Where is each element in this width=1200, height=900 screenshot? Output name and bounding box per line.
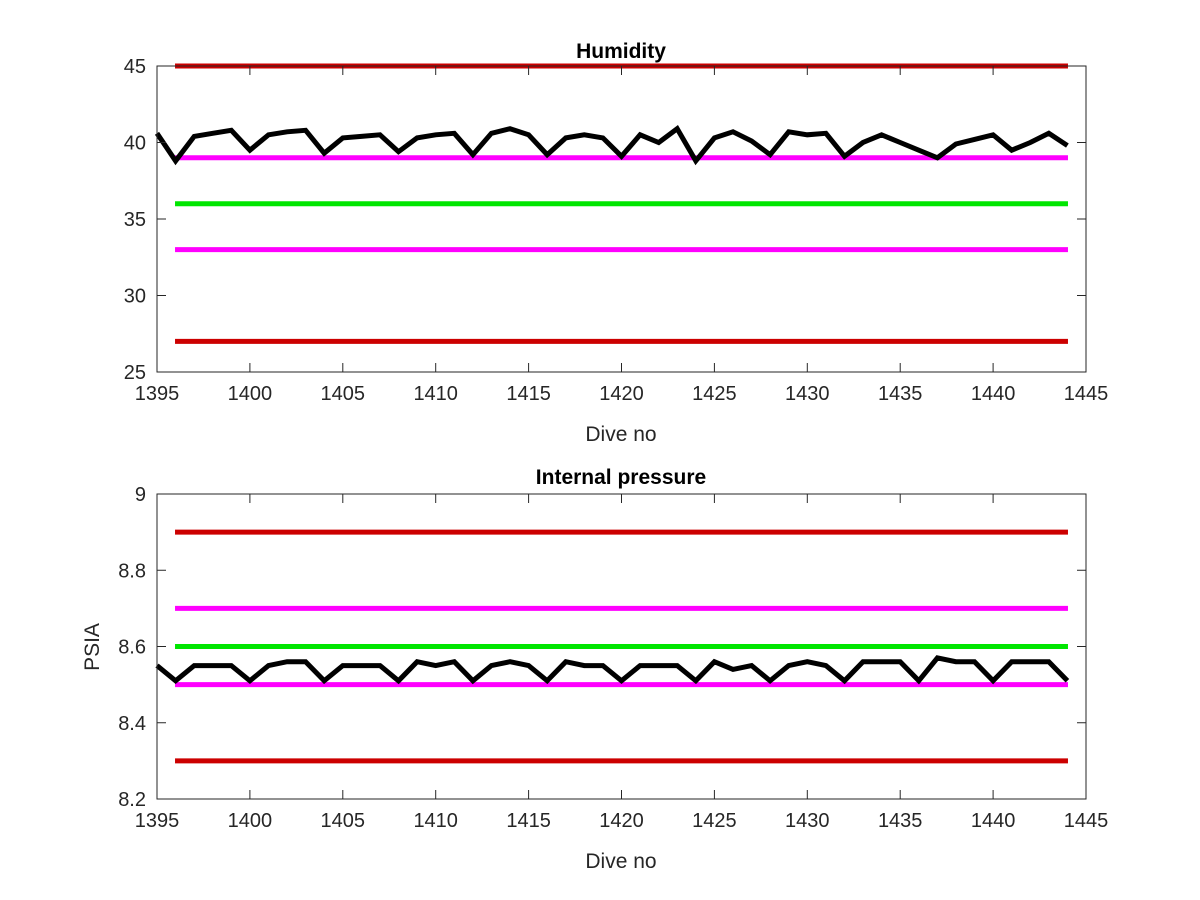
pressure-y-tick-label: 8.2 bbox=[118, 789, 146, 811]
pressure-x-axis-label: Dive no bbox=[585, 850, 656, 873]
pressure-y-tick-label: 8.8 bbox=[118, 560, 146, 582]
pressure-x-tick-label: 1430 bbox=[785, 810, 830, 832]
humidity-x-tick-label: 1425 bbox=[692, 383, 737, 405]
humidity-y-tick-label: 40 bbox=[124, 133, 146, 155]
pressure-x-tick-label: 1445 bbox=[1064, 810, 1109, 832]
humidity-y-tick-label: 30 bbox=[124, 286, 146, 308]
pressure-series-line bbox=[155, 655, 1070, 685]
pressure-ticks: 1395 1400 1405 1410 1415 1420 1425 1430 1435 1440… bbox=[118, 484, 1108, 832]
pressure-x-tick-label: 1395 bbox=[135, 810, 180, 832]
humidity-y-tick-label: 25 bbox=[124, 362, 146, 384]
pressure-x-tick-label: 1420 bbox=[599, 810, 644, 832]
pressure-x-tick-label: 1410 bbox=[413, 810, 458, 832]
humidity-x-tick-label: 1410 bbox=[413, 383, 458, 405]
pressure-y-tick-label: 9 bbox=[135, 484, 146, 506]
humidity-x-tick-label: 1440 bbox=[971, 383, 1016, 405]
pressure-y-tick-label: 8.4 bbox=[118, 713, 146, 735]
humidity-x-tick-label: 1395 bbox=[135, 383, 180, 405]
humidity-x-tick-label: 1430 bbox=[785, 383, 830, 405]
humidity-y-tick-label: 35 bbox=[124, 209, 146, 231]
humidity-x-tick-label: 1415 bbox=[506, 383, 551, 405]
humidity-x-tick-label: 1445 bbox=[1064, 383, 1109, 405]
humidity-series-line bbox=[154, 125, 1069, 166]
humidity-ticks: 1395 1400 1405 1410 1415 1420 1425 1430 1435 1440… bbox=[124, 56, 1109, 405]
pressure-x-tick-label: 1405 bbox=[321, 810, 366, 832]
humidity-x-tick-label: 1405 bbox=[321, 383, 366, 405]
humidity-x-tick-label: 1400 bbox=[228, 383, 273, 405]
humidity-x-axis-label: Dive no bbox=[585, 423, 656, 446]
humidity-y-tick-label: 45 bbox=[124, 56, 146, 78]
humidity-x-tick-label: 1435 bbox=[878, 383, 923, 405]
pressure-x-tick-label: 1425 bbox=[692, 810, 737, 832]
pressure-x-tick-label: 1415 bbox=[506, 810, 551, 832]
humidity-x-tick-label: 1420 bbox=[599, 383, 644, 405]
pressure-y-axis-label: PSIA bbox=[81, 623, 104, 671]
pressure-x-tick-label: 1440 bbox=[971, 810, 1016, 832]
pressure-title: Internal pressure bbox=[536, 466, 706, 489]
humidity-subplot: Humidity 1395 1400 1405 1410 1415 1420 1425 143… bbox=[124, 40, 1109, 446]
pressure-plot-area bbox=[155, 529, 1070, 764]
pressure-y-tick-label: 8.6 bbox=[118, 637, 146, 659]
pressure-x-tick-label: 1435 bbox=[878, 810, 923, 832]
pressure-subplot: Internal pressure 1395 1400 1405 1410 1415 14… bbox=[81, 466, 1108, 873]
pressure-x-tick-label: 1400 bbox=[228, 810, 273, 832]
humidity-title: Humidity bbox=[576, 40, 666, 63]
